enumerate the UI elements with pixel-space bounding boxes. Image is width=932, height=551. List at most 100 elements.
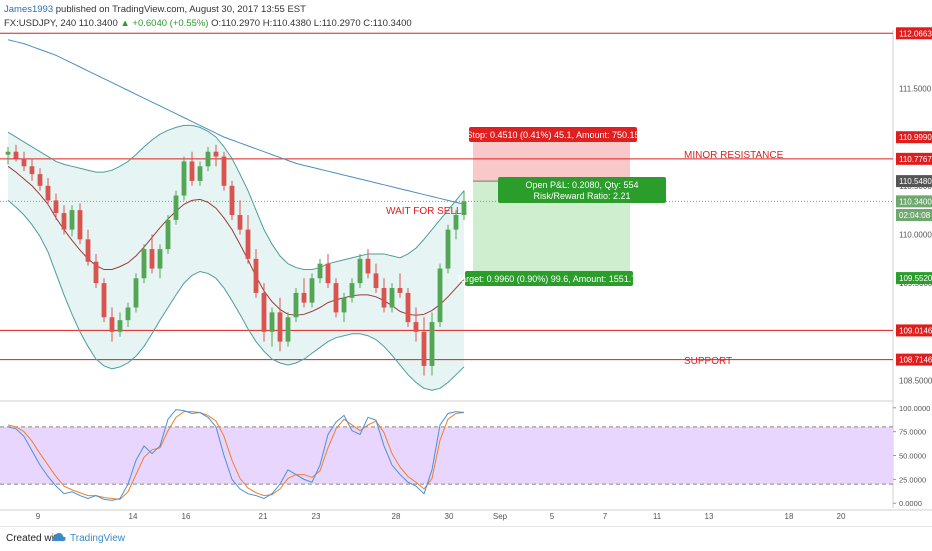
candle-body: [213, 151, 219, 157]
target-label-bg: [465, 271, 633, 286]
price-badge: [896, 175, 932, 188]
candle-body: [437, 268, 443, 323]
price-badge: [896, 131, 932, 144]
stop-label-bg: [469, 127, 637, 142]
minor-resistance-annotation: MINOR RESISTANCE: [684, 150, 784, 161]
price-tick-label: 108.5000: [899, 377, 932, 386]
bollinger-basis-line: [7, 165, 465, 316]
price-badge: [896, 324, 932, 337]
candle-body: [229, 185, 235, 215]
time-tick-label: 30: [445, 512, 454, 521]
time-tick-label: 14: [129, 512, 138, 521]
ohlc-values: O:110.2970 H:110.4380 L:110.2970 C:110.3…: [211, 18, 412, 29]
candle-body: [45, 185, 51, 201]
stochastic-tick-label: 0.0000: [899, 499, 922, 508]
price-badge: [896, 195, 932, 208]
candle-body: [333, 283, 339, 313]
candle-body: [37, 174, 43, 186]
price-badge-label: 109.0146: [899, 326, 932, 335]
pnl-label-bg: [498, 177, 666, 203]
price-badge-label: 112.0663: [899, 29, 932, 38]
price-tick-label: 111.5000: [899, 84, 932, 93]
price-change: ▲ +0.6040 (+0.55%): [120, 18, 209, 29]
created-with-label: Created with: [6, 533, 63, 544]
stochastic-tick-label: 50.0000: [899, 452, 926, 461]
stochastic-band-fill: [0, 426, 893, 485]
candle-body: [357, 258, 363, 284]
time-tick-label: 28: [392, 512, 401, 521]
candle-body: [365, 258, 371, 274]
candle-body: [165, 219, 171, 250]
wait-for-sell-annotation: WAIT FOR SELL: [386, 206, 462, 217]
price-badge: [896, 353, 932, 366]
candle-body: [221, 156, 227, 186]
candle-body: [93, 261, 99, 284]
price-badge: [896, 209, 932, 221]
tradingview-brand[interactable]: TradingView: [70, 533, 126, 544]
candle-body: [245, 229, 251, 259]
candle-body: [85, 239, 91, 262]
candle-body: [5, 151, 11, 155]
candle-body: [109, 317, 115, 332]
candle-body: [373, 273, 379, 289]
candle-body: [325, 263, 331, 284]
candle-body: [317, 263, 323, 279]
price-chart[interactable]: Stop: 0.4510 (0.41%) 45.1, Amount: 750.1…: [0, 0, 932, 526]
bollinger-upper-line: [7, 124, 465, 271]
candle-body: [53, 200, 59, 214]
candle-body: [445, 229, 451, 269]
candle-body: [157, 249, 163, 269]
candle-body: [277, 312, 283, 342]
time-tick-label: 13: [705, 512, 714, 521]
price-badge-label: 110.5480: [899, 177, 932, 186]
price-badge-label: 110.3400: [899, 197, 932, 206]
stop-label-text: Stop: 0.4510 (0.41%) 45.1, Amount: 750.1…: [466, 130, 639, 140]
chart-header: James1993 published on TradingView.com, …: [4, 3, 412, 31]
time-tick-label: 5: [550, 512, 555, 521]
stop-label: Stop: 0.4510 (0.41%) 45.1, Amount: 750.1…: [466, 127, 640, 142]
pnl-label-text: Open P&L: 0.2080, Qty: 554: [525, 180, 638, 190]
candle-body: [149, 249, 155, 269]
candle-body: [397, 288, 403, 293]
candle-body: [13, 151, 19, 159]
support-annotation: SUPPORT: [684, 356, 732, 367]
candle-body: [461, 201, 467, 215]
tradingview-cloud-icon: [52, 533, 66, 541]
candle-body: [389, 288, 395, 308]
time-tick-label: Sep: [493, 512, 508, 521]
target-label-text: Target: 0.9960 (0.90%) 99.6, Amount: 155…: [457, 274, 642, 284]
candle-body: [453, 215, 459, 230]
candle-body: [117, 320, 123, 332]
pnl-label-text: Risk/Reward Ratio: 2.21: [533, 191, 630, 201]
target-label: Target: 0.9960 (0.90%) 99.6, Amount: 155…: [457, 271, 642, 286]
candle-body: [349, 283, 355, 298]
bollinger-lower-line: [7, 200, 465, 391]
time-tick-label: 11: [653, 512, 662, 521]
candle-body: [61, 213, 67, 230]
price-badge-label: 108.7146: [899, 356, 932, 365]
author-link[interactable]: James1993: [4, 4, 54, 15]
candle-body: [205, 151, 211, 167]
candle-body: [181, 161, 187, 196]
stochastic-tick-label: 75.0000: [899, 428, 926, 437]
candle-body: [173, 195, 179, 220]
time-tick-label: 9: [36, 512, 41, 521]
candle-body: [189, 161, 195, 181]
candle-body: [269, 312, 275, 332]
published-info: published on TradingView.com, August 30,…: [55, 4, 306, 15]
stochastic-k-line: [7, 409, 465, 501]
candle-body: [77, 210, 83, 240]
candle-body: [285, 317, 291, 342]
price-badge: [896, 27, 932, 40]
time-tick-label: 23: [312, 512, 321, 521]
candle-body: [429, 322, 435, 366]
price-badge: [896, 272, 932, 285]
candle-body: [381, 288, 387, 308]
long-moving-average-line: [7, 39, 465, 205]
time-tick-label: 18: [785, 512, 794, 521]
price-badge: [896, 152, 932, 165]
candle-body: [125, 307, 131, 321]
price-badge-label: 109.5520: [899, 274, 932, 283]
candle-body: [141, 249, 147, 279]
